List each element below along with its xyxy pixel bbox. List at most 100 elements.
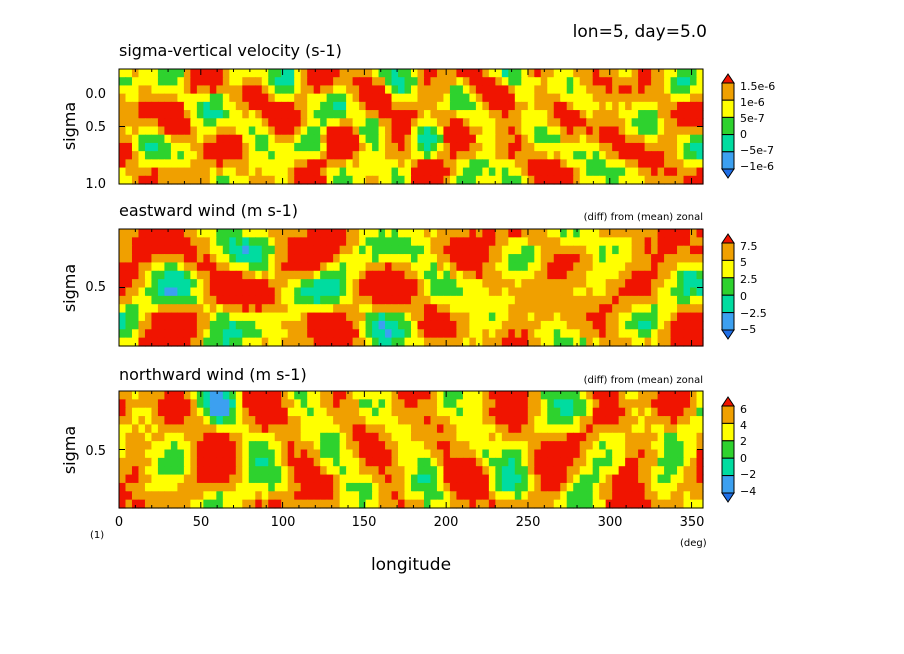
heatmap-cell xyxy=(462,304,470,314)
heatmap-cell xyxy=(488,270,496,280)
heatmap-cell xyxy=(333,295,341,305)
heatmap-cell xyxy=(566,329,574,339)
heatmap-cell xyxy=(274,474,282,484)
heatmap-cell xyxy=(475,391,483,400)
heatmap-cell xyxy=(495,491,503,501)
heatmap-cell xyxy=(131,312,140,322)
heatmap-cell xyxy=(462,229,470,238)
heatmap-cell xyxy=(320,118,328,128)
heatmap-cell xyxy=(475,134,483,144)
heatmap-cell xyxy=(209,474,217,484)
heatmap-cell xyxy=(677,85,685,95)
heatmap-cell xyxy=(216,101,224,111)
heatmap-cell xyxy=(501,457,509,467)
heatmap-cell xyxy=(346,466,354,476)
heatmap-cell xyxy=(339,254,347,264)
heatmap-cell xyxy=(592,254,600,264)
heatmap-cell xyxy=(462,416,470,426)
heatmap-cell xyxy=(521,457,529,467)
heatmap-cell xyxy=(618,466,626,476)
heatmap-cell xyxy=(423,167,432,177)
heatmap-cell xyxy=(125,245,133,255)
heatmap-cell xyxy=(365,254,373,264)
heatmap-cell xyxy=(209,101,217,111)
heatmap-cell xyxy=(592,287,600,297)
heatmap-cell xyxy=(274,304,282,314)
heatmap-cell xyxy=(566,482,574,492)
heatmap-cell xyxy=(690,399,698,409)
heatmap-cell xyxy=(222,287,230,297)
heatmap-cell xyxy=(170,391,178,400)
heatmap-cell xyxy=(417,320,425,330)
heatmap-cell xyxy=(423,77,432,87)
heatmap-cell xyxy=(333,482,341,492)
heatmap-cell xyxy=(586,424,594,434)
heatmap-cell xyxy=(287,101,295,111)
heatmap-cell xyxy=(261,167,269,177)
heatmap-cell xyxy=(190,245,198,255)
heatmap-cell xyxy=(222,320,230,330)
heatmap-cell xyxy=(359,245,367,255)
heatmap-cell xyxy=(612,270,620,280)
heatmap-cell xyxy=(566,287,574,297)
heatmap-cell xyxy=(495,407,503,417)
heatmap-cell xyxy=(553,270,561,280)
heatmap-cell xyxy=(664,110,672,119)
heatmap-cell xyxy=(183,142,191,152)
heatmap-cell xyxy=(579,466,587,476)
heatmap-cell xyxy=(404,151,412,160)
heatmap-cell xyxy=(579,142,587,152)
heatmap-cell xyxy=(352,312,360,322)
heatmap-cell xyxy=(411,262,419,272)
heatmap-cell xyxy=(508,175,516,185)
heatmap-cell xyxy=(352,424,360,434)
heatmap-cell xyxy=(488,416,496,426)
heatmap-cell xyxy=(677,491,685,501)
heatmap-cell xyxy=(125,270,133,280)
heatmap-cell xyxy=(365,151,373,160)
heatmap-cell xyxy=(514,482,522,492)
heatmap-cell xyxy=(618,134,626,144)
heatmap-cell xyxy=(307,229,315,238)
heatmap-cell xyxy=(508,499,516,509)
heatmap-cell xyxy=(417,134,425,144)
heatmap-cell xyxy=(359,167,367,177)
heatmap-cell xyxy=(391,279,399,289)
heatmap-cell xyxy=(566,134,574,144)
heatmap-cell xyxy=(170,474,178,484)
heatmap-cell xyxy=(612,466,620,476)
heatmap-cell xyxy=(157,457,166,467)
heatmap-cell xyxy=(638,391,646,400)
heatmap-cell xyxy=(449,262,458,272)
heatmap-cell xyxy=(268,329,276,339)
heatmap-cell xyxy=(664,391,672,400)
heatmap-cell xyxy=(378,287,386,297)
heatmap-cell xyxy=(540,262,548,272)
heatmap-cell xyxy=(125,287,133,297)
heatmap-cell xyxy=(151,407,159,417)
heatmap-cell xyxy=(469,295,477,305)
heatmap-cell xyxy=(248,432,256,442)
heatmap-cell xyxy=(281,279,289,289)
heatmap-cell xyxy=(553,441,561,451)
heatmap-cell xyxy=(625,118,633,128)
heatmap-cell xyxy=(339,270,347,280)
heatmap-cell xyxy=(255,126,263,136)
heatmap-cell xyxy=(423,399,432,409)
heatmap-cell xyxy=(670,151,678,160)
heatmap-cell xyxy=(359,126,367,136)
heatmap-cell xyxy=(216,134,224,144)
heatmap-cell xyxy=(586,337,594,347)
heatmap-cell xyxy=(638,229,646,238)
heatmap-cell xyxy=(365,101,373,111)
heatmap-cell xyxy=(651,110,659,119)
heatmap-cell xyxy=(287,151,295,160)
heatmap-cell xyxy=(644,134,652,144)
heatmap-cell xyxy=(190,93,198,103)
heatmap-cell xyxy=(339,93,347,103)
heatmap-cell xyxy=(365,175,373,185)
heatmap-cell xyxy=(417,424,425,434)
heatmap-cell xyxy=(125,304,133,314)
heatmap-cell xyxy=(521,449,529,459)
heatmap-cell xyxy=(605,432,613,442)
